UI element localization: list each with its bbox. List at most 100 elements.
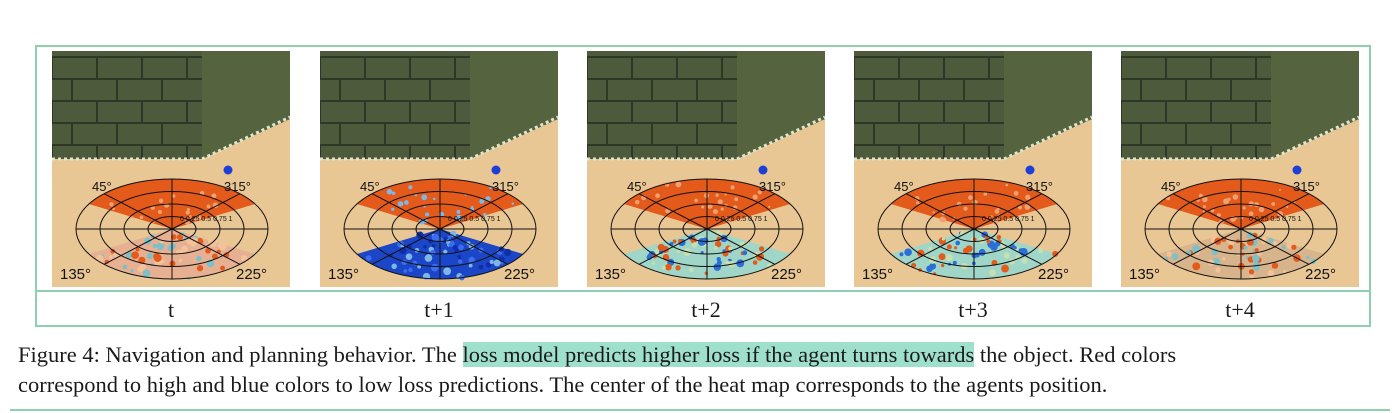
- figure-frame: 45° 315° 135° 225° 0 0.25 0.5 0.75 1 45° 315°…: [35, 45, 1371, 327]
- heat-speckle: [712, 209, 718, 215]
- heat-speckle: [720, 207, 724, 211]
- heat-speckle: [932, 211, 935, 214]
- heat-speckle: [661, 265, 666, 270]
- angle-label-135: 135°: [1129, 266, 1160, 283]
- heat-speckle: [1013, 190, 1019, 196]
- heat-speckle: [1281, 245, 1286, 250]
- polar-heatmap: 45° 315° 135° 225° 0 0.25 0.5 0.75 1: [595, 178, 804, 283]
- heat-speckle: [1227, 197, 1231, 201]
- polar-spoke: [905, 228, 975, 265]
- heat-speckle: [1202, 205, 1206, 209]
- heat-speckle: [157, 209, 162, 215]
- heat-speckle: [130, 269, 134, 273]
- angle-label-315: 315°: [224, 179, 251, 194]
- heat-speckle: [421, 194, 428, 201]
- radius-scale-label: 0 0.25 0.5 0.75 1: [1249, 216, 1302, 223]
- wall-baseboard: [854, 115, 1092, 161]
- heat-speckle: [493, 259, 501, 267]
- heat-speckle: [700, 250, 704, 255]
- heat-speckle: [125, 251, 133, 259]
- heat-speckle: [365, 255, 372, 262]
- heat-speckle: [991, 259, 998, 266]
- heat-speckle: [478, 264, 484, 270]
- polar-heatmap: 45° 315° 135° 225° 0 0.25 0.5 0.75 1: [1129, 178, 1338, 283]
- heat-speckle: [710, 205, 713, 208]
- heat-speckle: [138, 256, 146, 264]
- wall-corner: [202, 51, 290, 159]
- heat-speckle: [504, 248, 512, 257]
- heat-speckle: [634, 199, 640, 205]
- caption-suffix: the object. Red colors: [974, 342, 1177, 367]
- bottom-rule: [10, 409, 1390, 411]
- heat-speckle: [192, 237, 198, 243]
- heat-speckle: [1248, 211, 1254, 217]
- heat-speckle: [955, 240, 961, 246]
- heat-speckle: [965, 245, 973, 253]
- heat-speckle: [456, 209, 461, 214]
- heat-speckle: [703, 193, 710, 199]
- heat-speckle: [724, 193, 727, 196]
- polar-spoke: [171, 193, 241, 230]
- heat-speckle: [990, 215, 993, 218]
- heat-speckle: [196, 265, 204, 272]
- heat-speckle: [153, 254, 162, 262]
- heat-speckle: [156, 242, 165, 251]
- heat-speckle: [139, 215, 144, 220]
- angle-label-225: 225°: [1305, 266, 1336, 283]
- heat-speckle: [752, 260, 758, 265]
- heat-speckle: [209, 239, 218, 247]
- heat-speckle: [655, 193, 660, 199]
- heat-speckle: [1198, 193, 1203, 198]
- heat-speckle: [457, 259, 463, 264]
- heat-speckle: [1278, 188, 1281, 191]
- heat-speckle: [941, 237, 946, 241]
- caption-highlight: loss model predicts higher loss if the a…: [462, 342, 975, 367]
- heat-speckle: [483, 212, 487, 216]
- heat-speckle: [403, 269, 408, 273]
- heat-speckle: [96, 254, 104, 263]
- heat-speckle: [405, 253, 413, 261]
- heat-speckle: [408, 185, 413, 190]
- heat-speckle: [181, 245, 188, 253]
- heat-speckle: [730, 185, 735, 190]
- heat-speckle: [1291, 244, 1297, 250]
- heat-speckle: [447, 235, 452, 240]
- heat-speckle: [939, 216, 946, 223]
- heat-speckle: [989, 269, 996, 276]
- heat-speckle: [194, 216, 200, 222]
- heat-speckle: [391, 207, 395, 211]
- polar-spoke: [171, 228, 241, 265]
- heat-speckle: [992, 219, 999, 225]
- heat-speckle: [386, 188, 393, 195]
- heat-speckle: [963, 206, 968, 211]
- heat-speckle: [443, 249, 448, 254]
- step-label-t2: t+2: [691, 297, 721, 322]
- heat-speckle: [458, 244, 464, 251]
- heat-speckle: [142, 269, 151, 278]
- heat-speckle: [701, 205, 705, 209]
- heat-speckle: [997, 216, 1001, 220]
- heat-speckle: [391, 263, 397, 270]
- heat-speckle: [651, 261, 656, 265]
- angle-label-315: 315°: [1026, 179, 1053, 194]
- radius-scale-label: 0 0.25 0.5 0.75 1: [715, 216, 768, 223]
- heat-speckle: [938, 253, 946, 261]
- polar-spoke: [371, 228, 441, 265]
- heat-speckle: [665, 263, 672, 271]
- heat-speckle: [206, 204, 211, 209]
- polar-spoke: [638, 228, 708, 265]
- heat-speckle: [1248, 201, 1254, 207]
- heat-speckle: [178, 258, 182, 262]
- polar-heatmap: 45° 315° 135° 225° 0 0.25 0.5 0.75 1: [328, 178, 537, 283]
- heat-speckle: [672, 239, 677, 244]
- heat-speckle: [431, 243, 436, 248]
- step-label-t: t: [167, 297, 175, 322]
- heat-speckle: [146, 252, 154, 260]
- heat-speckle: [1202, 196, 1208, 203]
- polar-heatmap: 45° 315° 135° 225° 0 0.25 0.5 0.75 1: [862, 178, 1071, 283]
- heat-speckle: [717, 199, 723, 205]
- heat-speckle: [1258, 206, 1265, 213]
- heat-speckle: [694, 198, 698, 203]
- wall-corner: [470, 51, 558, 159]
- panel-t4: 45° 315° 135° 225° 0 0.25 0.5 0.75 1: [1121, 51, 1359, 287]
